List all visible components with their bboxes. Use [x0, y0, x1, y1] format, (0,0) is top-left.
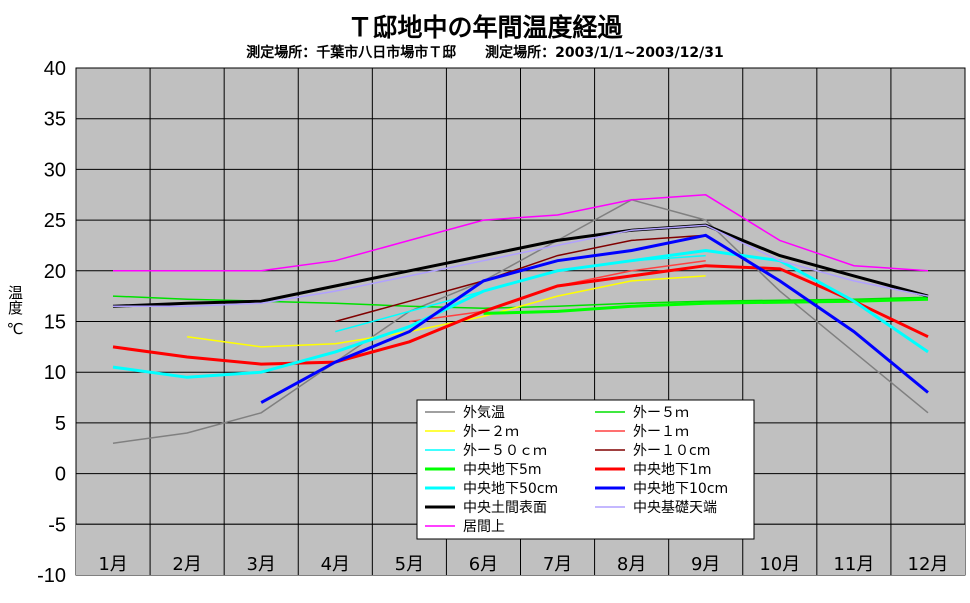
legend-label: 中央土間表面 [463, 500, 547, 516]
series-line [112, 264, 929, 366]
legend-label: 外ー５０ｃｍ [463, 443, 547, 459]
legend-label: 中央地下10cm [633, 481, 728, 497]
series-line [112, 248, 929, 379]
legend-box [416, 399, 755, 540]
series-line [112, 223, 929, 308]
y-tick-label: 30 [44, 159, 66, 181]
legend-label: 外ー２ｍ [463, 424, 519, 440]
legend-label: 中央基礎天端 [633, 499, 717, 516]
chart-subtitle: 測定場所：千葉市八日市場市Ｔ邸 測定場所：2003/1/1~2003/12/31 [0, 42, 970, 62]
subtitle-location: 測定場所：千葉市八日市場市Ｔ邸 [246, 45, 457, 61]
x-tick-label: 3月 [246, 554, 275, 575]
series-lines [112, 194, 929, 444]
legend-label: 居間上 [463, 519, 505, 535]
x-tick-label: 8月 [617, 554, 646, 575]
x-tick-label: 12月 [908, 554, 949, 575]
series-line [113, 194, 929, 272]
x-tick-label: 7月 [543, 554, 572, 575]
y-tick-label: 35 [44, 109, 66, 131]
y-ticks: -10 -5 0 5 10 15 20 25 30 35 40 [37, 58, 66, 587]
series-line [186, 275, 706, 348]
y-tick-label: 0 [55, 464, 66, 486]
x-tick-label: 2月 [172, 554, 201, 575]
legend: 外気温 外ー５ｍ 外ー２ｍ 外ー１ｍ 外ー５０ｃｍ 外ー１０cm 中央地下5m 中央地下1m 中… [416, 399, 755, 540]
y-tick-label: 15 [44, 312, 66, 334]
series-line [113, 224, 929, 308]
x-tick-label: 9月 [691, 554, 720, 575]
y-tick-label: 40 [44, 58, 66, 80]
legend-label: 中央地下50cm [463, 481, 558, 497]
y-tick-label: -5 [48, 514, 66, 536]
y-tick-label: 25 [44, 210, 66, 232]
subtitle-period: 測定場所：2003/1/1~2003/12/31 [485, 45, 724, 61]
x-tick-label: 6月 [469, 554, 498, 575]
legend-label: 外ー５ｍ [633, 405, 689, 421]
legend-label: 中央地下5m [463, 462, 542, 478]
x-tick-label: 5月 [395, 554, 424, 575]
chart-title: Ｔ邸地中の年間温度経過 [347, 13, 623, 42]
y-axis-label: 温度 ℃ [6, 285, 24, 338]
x-tick-label: 1月 [98, 554, 127, 575]
y-tick-label: 5 [55, 413, 66, 435]
legend-label: 中央地下1m [633, 462, 712, 478]
y-tick-label: 10 [44, 362, 66, 384]
series-line [260, 233, 929, 404]
x-tick-label: 4月 [321, 554, 350, 575]
series-line [335, 234, 706, 323]
legend-label: 外ー１０cm [633, 443, 710, 459]
y-tick-label: -10 [37, 565, 66, 587]
x-ticks: 1月 2月 3月 4月 5月 6月 7月 8月 9月 10月 11月 12月 [98, 554, 948, 575]
x-tick-label: 11月 [833, 554, 874, 575]
legend-label: 外気温 [463, 405, 505, 421]
y-tick-label: 20 [44, 261, 66, 283]
legend-label: 外ー１ｍ [633, 424, 689, 440]
x-tick-label: 10月 [759, 554, 800, 575]
